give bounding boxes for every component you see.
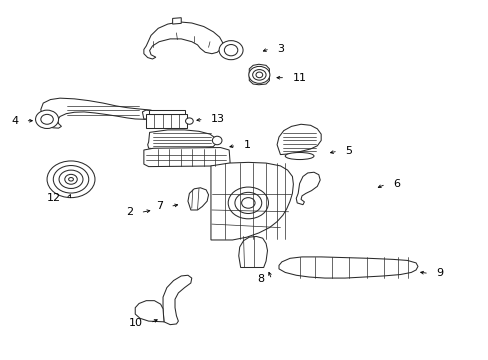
Text: 8: 8 xyxy=(257,274,264,284)
Ellipse shape xyxy=(65,174,77,184)
Text: 5: 5 xyxy=(345,146,351,156)
Text: 13: 13 xyxy=(210,114,224,124)
Text: 9: 9 xyxy=(435,269,443,279)
Ellipse shape xyxy=(212,136,222,145)
Text: 11: 11 xyxy=(292,73,306,83)
Text: 1: 1 xyxy=(243,140,250,150)
Text: 10: 10 xyxy=(129,318,142,328)
Polygon shape xyxy=(187,188,208,210)
Text: 12: 12 xyxy=(47,193,61,203)
Polygon shape xyxy=(147,130,216,150)
Polygon shape xyxy=(142,110,155,119)
Bar xyxy=(146,114,186,128)
Ellipse shape xyxy=(285,153,313,159)
Ellipse shape xyxy=(256,72,262,78)
Ellipse shape xyxy=(248,66,269,83)
Ellipse shape xyxy=(219,41,243,60)
Polygon shape xyxy=(249,64,269,85)
Ellipse shape xyxy=(224,45,237,56)
Text: 2: 2 xyxy=(126,207,133,217)
Ellipse shape xyxy=(252,69,265,80)
Polygon shape xyxy=(163,275,191,325)
Ellipse shape xyxy=(53,166,89,193)
Ellipse shape xyxy=(47,161,95,198)
Polygon shape xyxy=(41,98,154,128)
Polygon shape xyxy=(296,172,320,205)
Ellipse shape xyxy=(36,110,59,129)
Polygon shape xyxy=(135,301,163,322)
Polygon shape xyxy=(277,124,321,154)
Text: 7: 7 xyxy=(156,202,163,211)
Ellipse shape xyxy=(234,192,261,213)
Ellipse shape xyxy=(59,170,83,189)
Polygon shape xyxy=(143,22,223,59)
Polygon shape xyxy=(172,18,181,24)
Ellipse shape xyxy=(228,187,268,219)
Ellipse shape xyxy=(241,198,255,208)
Ellipse shape xyxy=(41,114,53,124)
Polygon shape xyxy=(210,162,293,240)
Polygon shape xyxy=(279,257,417,278)
Text: 4: 4 xyxy=(11,116,18,126)
Polygon shape xyxy=(238,237,267,267)
Ellipse shape xyxy=(185,118,193,124)
Bar xyxy=(148,110,184,114)
Polygon shape xyxy=(143,148,230,167)
Text: 6: 6 xyxy=(392,179,399,189)
Text: 3: 3 xyxy=(277,44,284,54)
Ellipse shape xyxy=(68,177,73,181)
